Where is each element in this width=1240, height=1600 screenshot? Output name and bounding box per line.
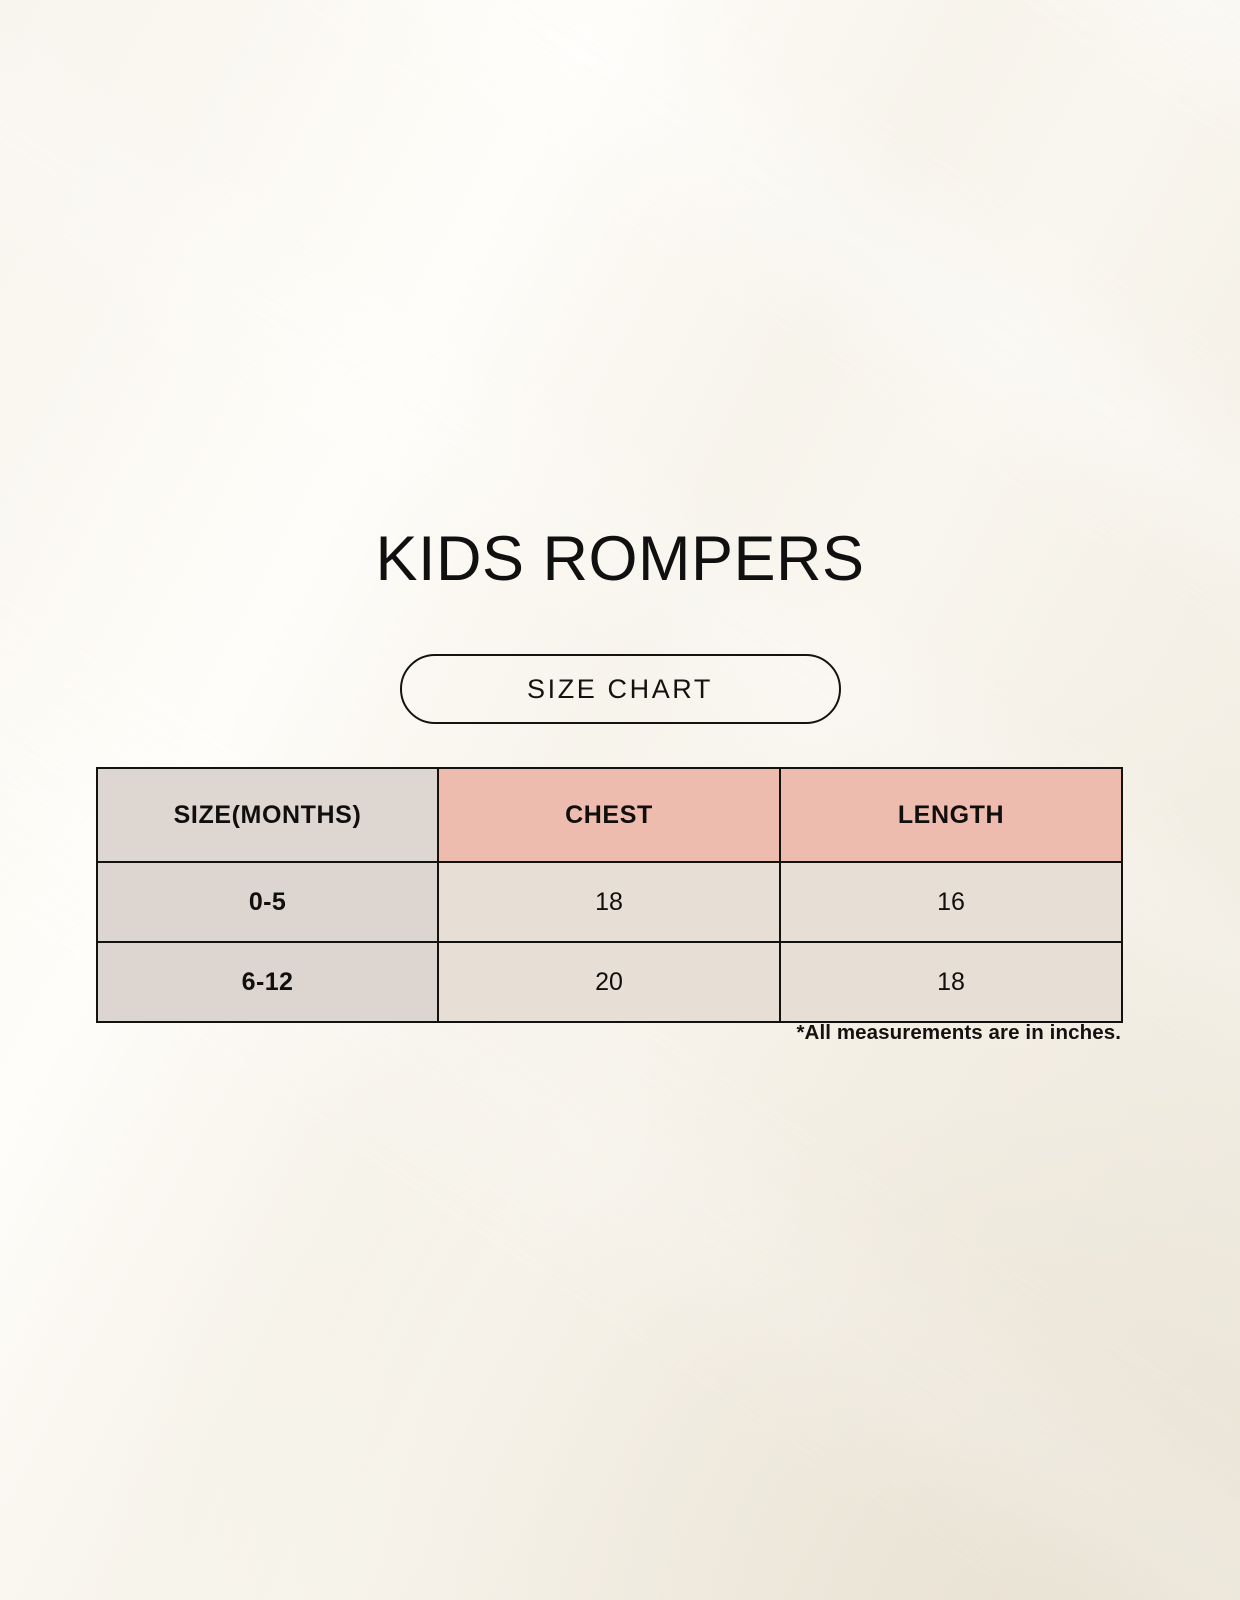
size-chart-table: SIZE(MONTHS) CHEST LENGTH 0-5 18 16 6-12… (96, 767, 1123, 1023)
table-header: SIZE(MONTHS) CHEST LENGTH (96, 767, 1123, 863)
table-row: 0-5 18 16 (96, 861, 1123, 943)
background-streak-2 (0, 0, 1240, 877)
column-header-chest: CHEST (437, 767, 781, 863)
table-row: 6-12 20 18 (96, 941, 1123, 1023)
cell-size: 6-12 (96, 941, 439, 1023)
cell-length: 18 (779, 941, 1123, 1023)
cell-size: 0-5 (96, 861, 439, 943)
measurement-footnote: *All measurements are in inches. (796, 1021, 1121, 1044)
size-chart-badge: SIZE CHART (399, 654, 841, 724)
background-streak-5 (394, 0, 1240, 270)
background-streak-1 (0, 0, 1240, 418)
column-header-size: SIZE(MONTHS) (96, 767, 439, 863)
table-header-row: SIZE(MONTHS) CHEST LENGTH (96, 767, 1123, 863)
page-title: KIDS ROMPERS (375, 524, 865, 594)
column-header-length: LENGTH (779, 767, 1123, 863)
cell-chest: 18 (437, 861, 781, 943)
table-body: 0-5 18 16 6-12 20 18 (96, 861, 1123, 1023)
size-chart-badge-wrap: SIZE CHART (0, 654, 1240, 724)
cell-chest: 20 (437, 941, 781, 1023)
cell-length: 16 (779, 861, 1123, 943)
